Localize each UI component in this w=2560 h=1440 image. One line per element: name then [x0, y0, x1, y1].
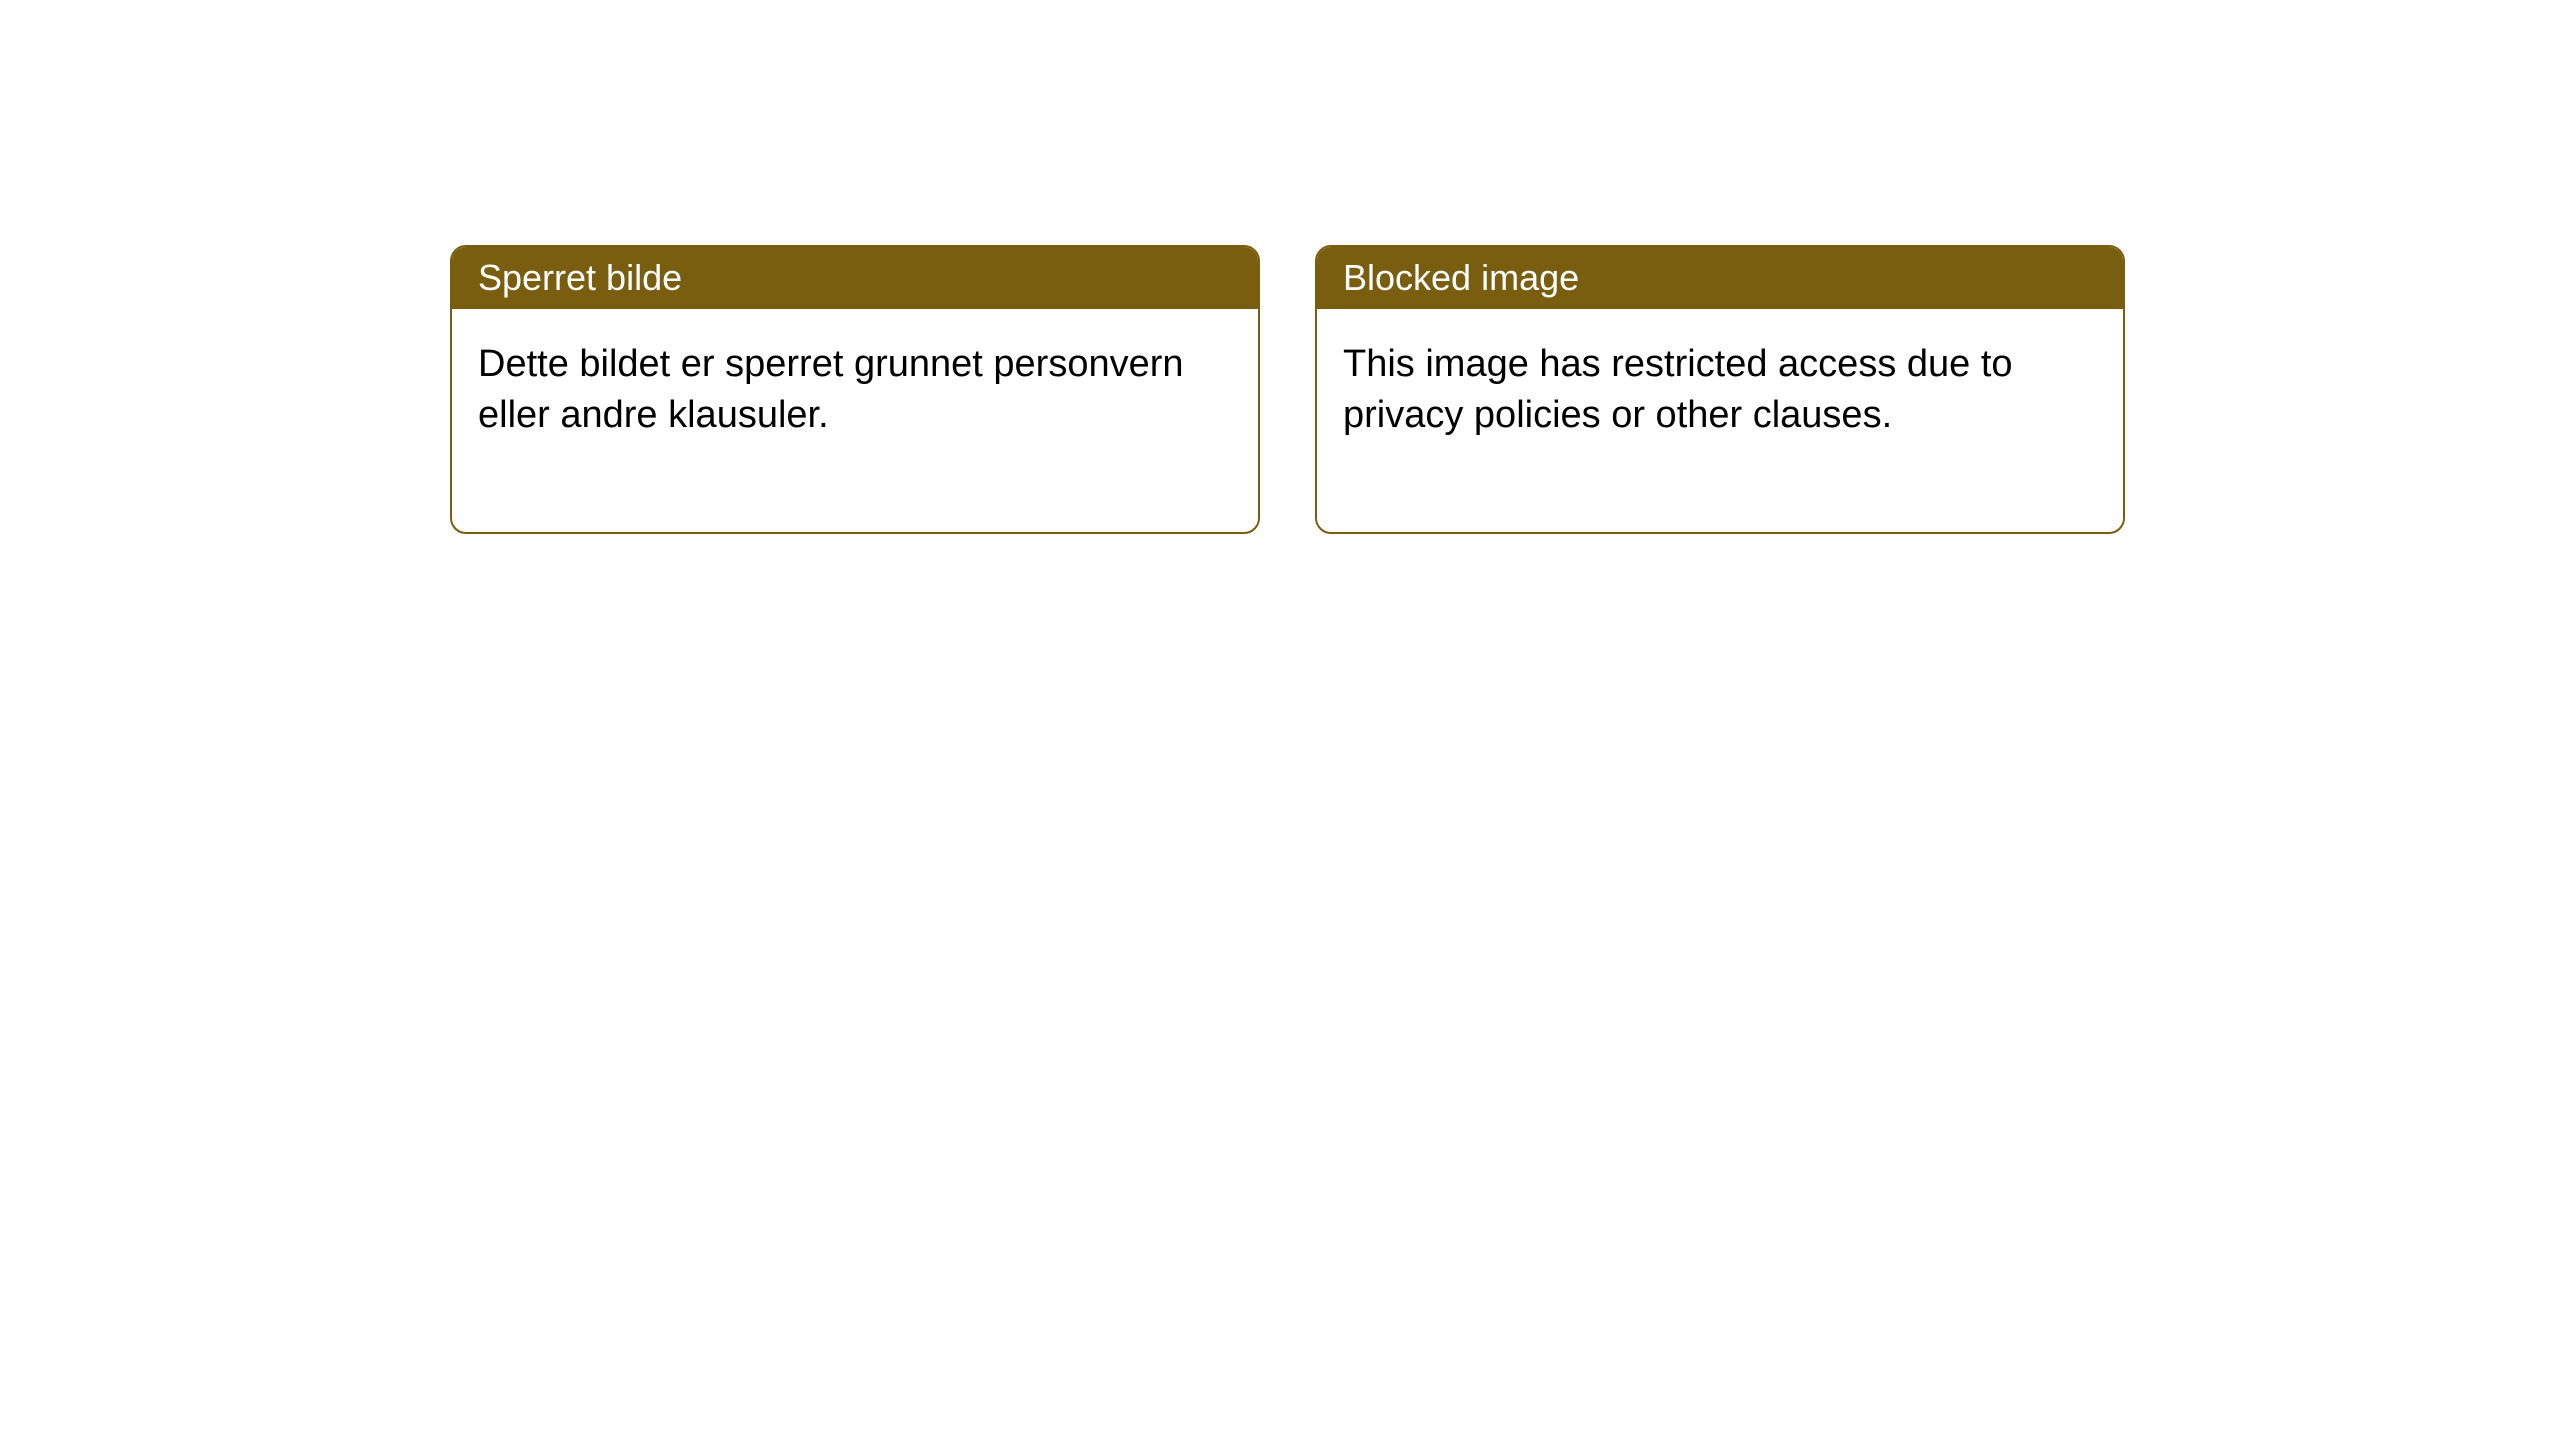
notice-container: Sperret bilde Dette bildet er sperret gr…	[450, 245, 2125, 534]
card-body-english: This image has restricted access due to …	[1317, 309, 2123, 532]
notice-card-norwegian: Sperret bilde Dette bildet er sperret gr…	[450, 245, 1260, 534]
notice-card-english: Blocked image This image has restricted …	[1315, 245, 2125, 534]
card-header-norwegian: Sperret bilde	[452, 247, 1258, 309]
card-header-english: Blocked image	[1317, 247, 2123, 309]
card-body-norwegian: Dette bildet er sperret grunnet personve…	[452, 309, 1258, 532]
